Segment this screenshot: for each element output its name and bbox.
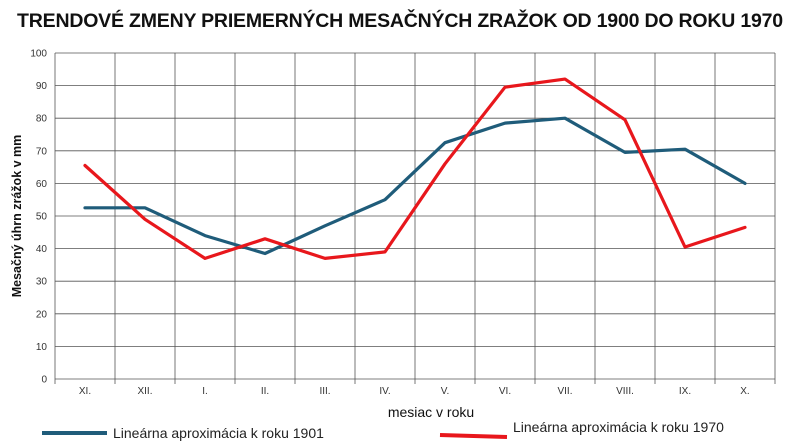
legend-label-1970: Lineárna aproximácia k roku 1970 [513,419,724,435]
x-axis-label: mesiac v roku [388,404,474,420]
y-tick-label: 60 [36,179,48,190]
legend-label-1901: Lineárna aproximácia k roku 1901 [113,425,324,441]
x-tick-label: VIII. [616,386,634,397]
y-tick-labels: 0 10 20 30 40 50 60 70 80 90 100 [30,49,47,386]
y-tick-label: 10 [36,342,48,353]
y-tick-label: 80 [36,114,48,125]
y-tick-label: 70 [36,146,48,157]
gridlines [54,52,776,384]
x-tick-label: VI. [499,386,511,397]
x-tick-label: IX. [679,386,691,397]
x-tick-label: XI. [79,386,91,397]
series-line-1901 [83,116,747,256]
y-tick-label: 100 [30,49,47,60]
x-tick-label: I. [202,386,208,397]
y-tick-label: 50 [36,212,48,223]
x-tick-label: III. [319,386,330,397]
legend: Lineárna aproximácia k roku 1901 Lineárn… [42,419,724,441]
y-tick-label: 40 [36,244,48,255]
y-axis-label: Mesačný úhrn zrážok v mm [10,135,24,298]
y-tick-label: 0 [41,375,47,386]
chart-title: TRENDOVÉ ZMENY PRIEMERNÝCH MESAČNÝCH ZRA… [17,10,783,32]
x-tick-label: II. [261,386,269,397]
y-tick-label: 20 [36,309,48,320]
series-lines [83,77,747,260]
x-tick-label: XII. [137,386,152,397]
y-tick-label: 90 [36,81,48,92]
series-line-1970 [83,77,747,260]
x-tick-label: V. [441,386,450,397]
x-tick-label: VII. [557,386,572,397]
x-tick-label: IV. [379,386,390,397]
legend-swatch-1970 [439,433,508,439]
y-tick-label: 30 [36,277,48,288]
x-tick-label: X. [740,386,749,397]
x-tick-labels: XI. XII. I. II. III. IV. V. VI. VII. VIII. IX. X. [79,386,750,397]
